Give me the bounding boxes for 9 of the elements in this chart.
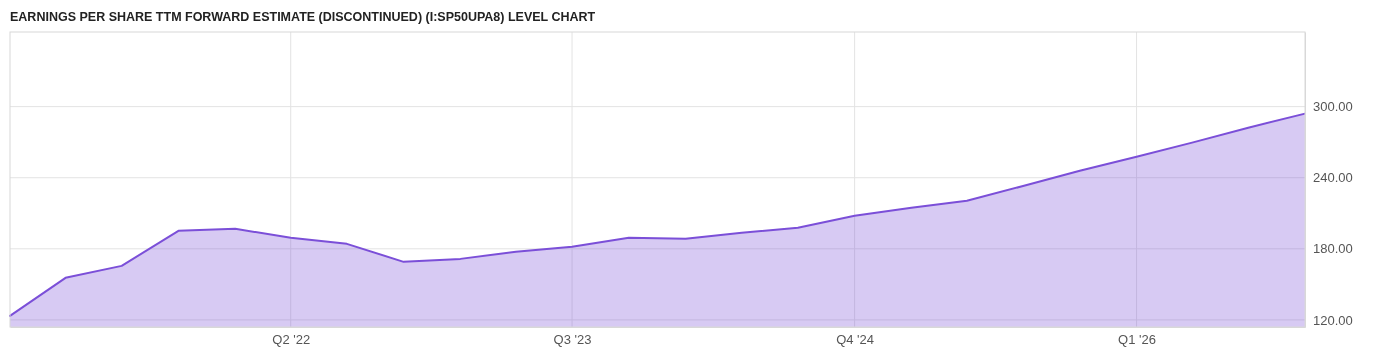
x-tick-label: Q1 '26 — [1118, 332, 1157, 348]
x-tick-label: Q3 '23 — [553, 332, 592, 348]
y-tick-label: 300.00 — [1313, 99, 1353, 115]
x-tick-label: Q4 '24 — [836, 332, 875, 348]
y-tick-label: 240.00 — [1313, 170, 1353, 186]
y-tick-label: 120.00 — [1313, 312, 1353, 328]
x-tick-label: Q2 '22 — [272, 332, 311, 348]
y-tick-label: 180.00 — [1313, 241, 1353, 257]
chart-title: EARNINGS PER SHARE TTM FORWARD ESTIMATE (DISCONTINUED) (I:SP50UPA8) LEVEL CHART — [10, 10, 596, 24]
